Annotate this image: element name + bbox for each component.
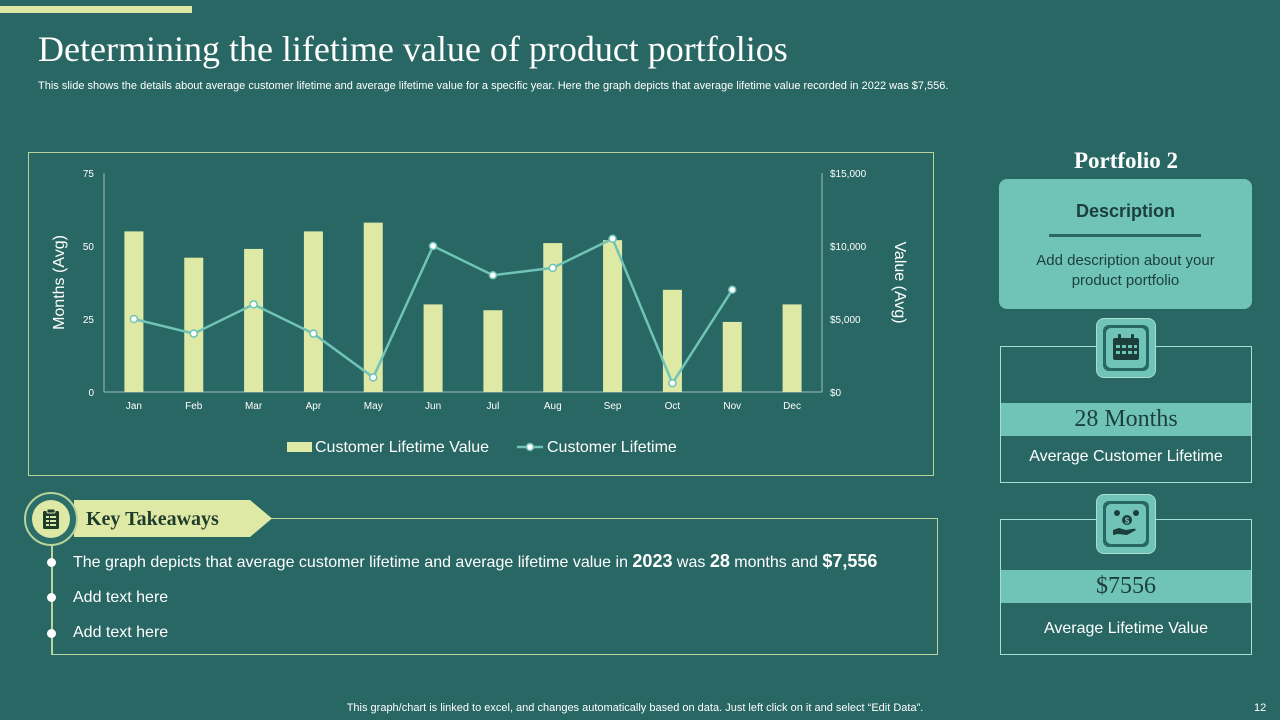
y2-tick-label: $10,000 xyxy=(830,242,867,253)
description-title: Description xyxy=(1075,201,1176,221)
page-number: 12 xyxy=(1254,702,1267,714)
x-tick-label: Feb xyxy=(185,401,203,412)
stat-icon-box-lifetime xyxy=(1096,318,1156,378)
y-tick-label: 50 xyxy=(83,242,95,253)
takeaways-badge xyxy=(24,492,78,546)
legend-swatch-bar xyxy=(287,442,312,452)
x-tick-label: Apr xyxy=(306,401,322,412)
y2-tick-label: $5,000 xyxy=(830,315,861,326)
stat-card-lifetime: 28 Months Average Customer Lifetime xyxy=(1000,346,1252,483)
bar xyxy=(423,304,443,392)
stat-value-value: $7556 xyxy=(1001,570,1251,603)
page-subtitle: This slide shows the details about avera… xyxy=(38,80,949,92)
line-point xyxy=(728,285,737,295)
legend-swatch-point xyxy=(525,442,535,452)
portfolio-title: Portfolio 2 xyxy=(1073,148,1179,173)
x-tick-label: Oct xyxy=(665,401,681,412)
line-point xyxy=(309,329,318,338)
bullet-dot xyxy=(47,629,56,638)
x-tick-label: Mar xyxy=(245,401,263,412)
takeaways-box xyxy=(52,518,938,655)
line-point xyxy=(548,263,557,273)
bar xyxy=(662,289,682,392)
bar xyxy=(244,248,264,392)
bar xyxy=(184,257,204,392)
line-point xyxy=(369,373,378,382)
x-tick-label: Nov xyxy=(723,401,741,412)
takeaway-item-1: The graph depicts that average customer … xyxy=(73,551,878,571)
y-axis-title: Months (Avg) xyxy=(51,235,68,330)
x-tick-label: Dec xyxy=(783,401,801,412)
y-tick-label: 0 xyxy=(88,388,94,399)
bar xyxy=(483,310,503,392)
page-title: Determining the lifetime value of produc… xyxy=(38,29,788,69)
stat-value-lifetime: 28 Months xyxy=(1001,403,1251,436)
line-point xyxy=(608,234,617,243)
line-point xyxy=(668,378,677,388)
x-tick-label: Sep xyxy=(604,401,622,412)
stat-card-value: $7556 Average Lifetime Value xyxy=(1000,519,1252,655)
bullet-dot xyxy=(47,558,56,567)
takeaways-heading: Key Takeaways xyxy=(86,508,219,530)
bar xyxy=(303,231,323,392)
y2-tick-label: $0 xyxy=(830,388,842,399)
clipboard-icon xyxy=(43,508,59,529)
hand-money-icon: $ xyxy=(1113,510,1139,535)
chart-container[interactable]: 0 25 50 75 $0 $5,000 $10,000 $15,000 Jan Feb Mar Ap… xyxy=(28,152,934,476)
y2-axis-title: Value (Avg) xyxy=(891,241,908,323)
line-point xyxy=(129,314,139,324)
bar xyxy=(124,231,144,392)
description-text: Add description about your product portf… xyxy=(1036,252,1215,289)
legend-label: Customer Lifetime Value xyxy=(315,439,489,456)
bar xyxy=(603,240,623,392)
description-card: Description Add description about your p… xyxy=(999,179,1252,309)
bar xyxy=(363,222,383,392)
x-tick-label: Aug xyxy=(544,401,562,412)
stat-icon-box-value: $ xyxy=(1096,494,1156,554)
line-point xyxy=(189,329,198,338)
x-tick-label: Jul xyxy=(487,401,500,412)
line-point xyxy=(488,270,498,280)
x-tick-label: Jun xyxy=(425,401,441,412)
line-point xyxy=(249,300,258,309)
description-divider xyxy=(1049,234,1201,237)
y-tick-label: 25 xyxy=(83,315,95,326)
bar xyxy=(543,243,563,392)
svg-text:$: $ xyxy=(1125,517,1130,526)
bar xyxy=(782,304,802,392)
combo-chart[interactable]: 0 25 50 75 $0 $5,000 $10,000 $15,000 Jan Feb Mar Ap… xyxy=(29,153,935,477)
takeaways-banner: Key Takeaways xyxy=(74,500,272,537)
takeaway-item-2: Add text here xyxy=(73,589,169,606)
y2-tick-label: $15,000 xyxy=(830,169,867,180)
stat-label-value: Average Lifetime Value xyxy=(1044,620,1208,637)
x-tick-label: May xyxy=(364,401,383,412)
takeaway-item-3: Add text here xyxy=(73,624,169,641)
stat-label-lifetime: Average Customer Lifetime xyxy=(1029,448,1223,465)
x-tick-label: Jan xyxy=(126,401,142,412)
bar xyxy=(722,321,742,392)
calendar-icon xyxy=(1113,334,1139,360)
top-accent-bar xyxy=(0,6,192,13)
legend-label: Customer Lifetime xyxy=(547,439,677,456)
y-tick-label: 75 xyxy=(83,169,95,180)
line-point xyxy=(428,241,438,251)
footer-note: This graph/chart is linked to excel, and… xyxy=(346,702,924,714)
bullet-dot xyxy=(47,593,56,602)
